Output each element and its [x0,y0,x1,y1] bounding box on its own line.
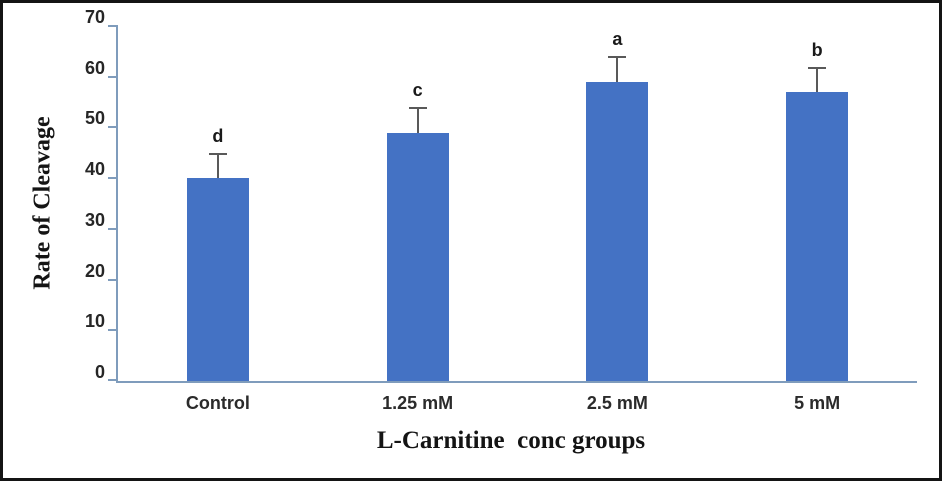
bar-control [186,178,249,381]
error-bar-cap [608,56,627,59]
error-bar-cap [808,66,827,69]
significance-letter: a [612,29,623,50]
y-axis-tick-label: 30 [84,209,105,230]
y-axis-tick-label: 70 [84,7,105,27]
x-axis-title: L-Carnitine conc groups [376,427,646,454]
error-bar-line [216,152,219,179]
plot-area: 0 10 20 30 40 50 60 70 d Control c 1.25 mM a 2.5 mM b 5… [85,8,917,412]
y-axis-tick [108,126,118,129]
y-axis-tick-label: 40 [84,159,105,180]
bar-5-mm [786,91,849,381]
x-axis-category-label: 2.5 mM [586,393,648,413]
y-axis-tick [108,278,118,281]
y-axis-tick [108,177,118,180]
error-bar-line [616,56,619,82]
y-axis-tick [108,227,118,230]
x-axis-category-label: Control [185,393,250,413]
error-bar-line [816,66,819,92]
bar-2-5-mm [586,81,649,381]
y-axis-tick [108,75,118,78]
bar-1-25-mm [386,132,449,381]
x-axis-category-label: 5 mM [794,393,841,413]
y-axis-tick [108,329,118,332]
y-axis-tick-label: 50 [84,108,105,129]
x-axis-category-label: 1.25 mM [382,393,454,413]
y-axis-tick [108,25,118,27]
y-axis-title: Rate of Cleavage [29,116,56,290]
significance-letter: d [212,125,224,146]
y-axis-tick [108,379,118,381]
y-axis-tick-label: 20 [84,260,105,281]
error-bar-line [416,107,419,133]
y-axis-tick-label: 60 [84,57,105,78]
significance-letter: b [811,39,823,60]
y-axis-tick-label: 0 [94,362,105,382]
error-bar-cap [208,152,227,155]
y-axis-tick-label: 10 [84,311,105,332]
error-bar-cap [408,107,427,110]
significance-letter: c [412,80,423,101]
